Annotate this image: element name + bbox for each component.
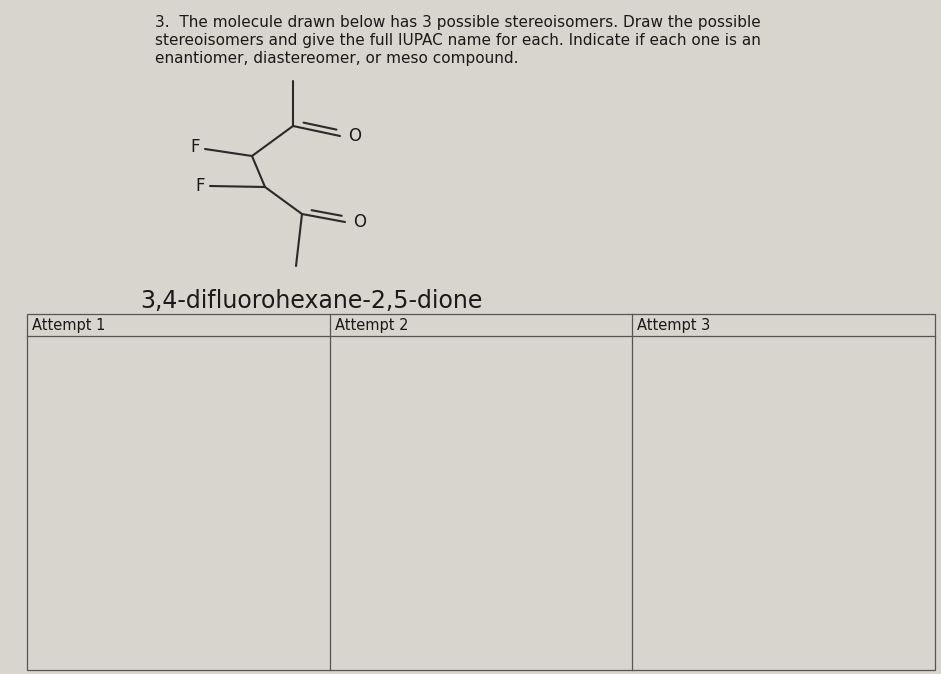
Text: Attempt 2: Attempt 2 bbox=[335, 318, 408, 333]
Text: 3,4-difluorohexane-2,5-dione: 3,4-difluorohexane-2,5-dione bbox=[140, 289, 483, 313]
Text: Attempt 1: Attempt 1 bbox=[32, 318, 105, 333]
Text: Attempt 3: Attempt 3 bbox=[637, 318, 710, 333]
Text: enantiomer, diastereomer, or meso compound.: enantiomer, diastereomer, or meso compou… bbox=[155, 51, 518, 66]
Text: O: O bbox=[348, 127, 361, 145]
Text: F: F bbox=[190, 138, 200, 156]
Text: O: O bbox=[353, 213, 366, 231]
Bar bbox=[27, 314, 935, 670]
Text: 3.  The molecule drawn below has 3 possible stereoisomers. Draw the possible: 3. The molecule drawn below has 3 possib… bbox=[155, 15, 760, 30]
Text: stereoisomers and give the full IUPAC name for each. Indicate if each one is an: stereoisomers and give the full IUPAC na… bbox=[155, 33, 761, 48]
Text: F: F bbox=[196, 177, 205, 195]
